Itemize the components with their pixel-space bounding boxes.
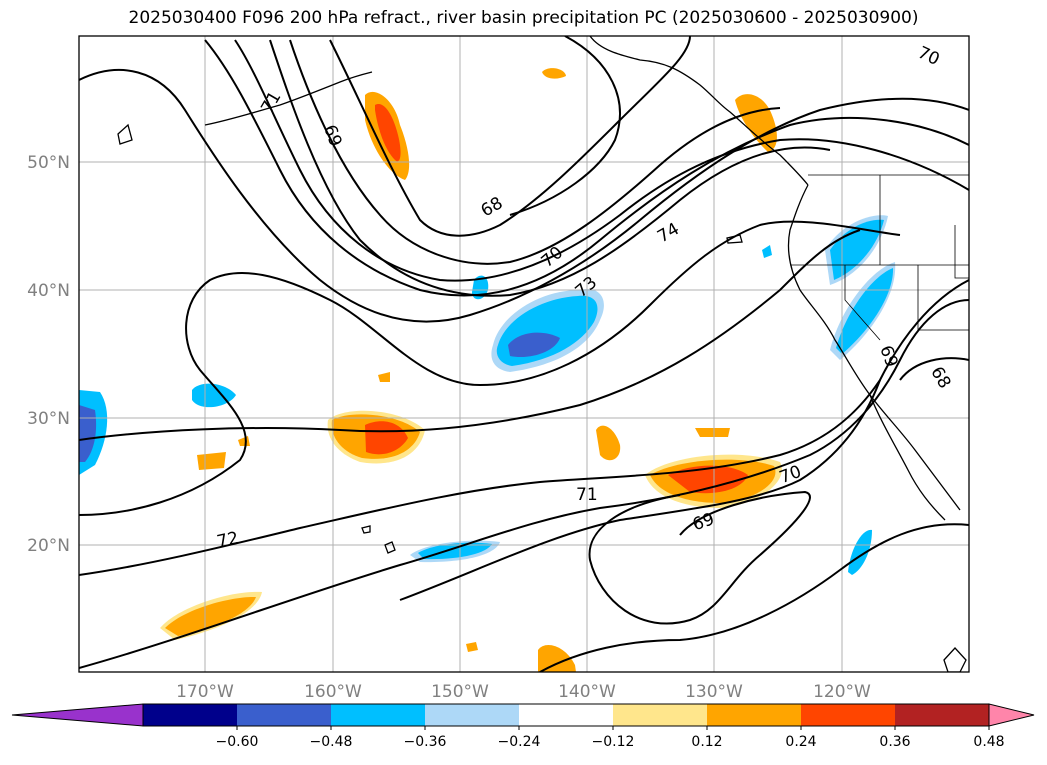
island [943,647,967,672]
baja-california [869,394,946,521]
pos-anomaly-small [238,436,250,446]
pos-anomaly-subtropical-core [365,421,408,455]
lon-label-160w: 160°W [304,682,362,702]
state-border [954,225,969,279]
contour-line [79,69,969,323]
contour-line [509,36,621,216]
colorbar-tick-label: −0.60 [216,734,259,750]
pos-anomaly-small [695,428,730,437]
colorbar-tick-label: 0.48 [973,734,1004,750]
colorbar-tick-label: −0.48 [310,734,353,750]
lat-label-40n: 40°N [27,281,70,301]
island [117,123,133,145]
state-border [844,265,881,341]
colorbar: −0.60 −0.48 −0.36 −0.24 −0.12 0.12 0.24 0.36 0.4… [11,703,1035,750]
contour-label: 71 [576,485,598,505]
colorbar-segment [613,704,707,726]
contour-line [539,523,969,672]
lat-labels: 50°N 40°N 30°N 20°N [27,153,70,556]
colorbar-segment [331,704,425,726]
pos-anomaly-gulf-alaska-core [375,104,401,162]
hawaii-island [384,541,396,554]
contour-line [269,39,831,297]
pos-anomaly-south [538,645,576,672]
colorbar-segment [143,704,237,726]
neg-anomaly-small [192,383,236,408]
lat-label-30n: 30°N [27,409,70,429]
colorbar-segment [895,704,989,726]
pos-anomaly-small [378,372,390,382]
colorbar-tick-label: 0.24 [785,734,816,750]
hawaii-island [361,525,371,534]
map-title: 2025030400 F096 200 hPa refract., river … [128,8,919,28]
neg-anomaly-hawaii [418,542,492,560]
colorbar-segment [707,704,801,726]
contour-line [899,357,969,381]
contour-line [289,39,781,265]
west-coast [787,184,961,511]
colorbar-tick-label: −0.24 [498,734,541,750]
colorbar-tick-label: −0.36 [404,734,447,750]
lon-label-130w: 130°W [685,682,743,702]
contour-label: 72 [215,528,240,552]
shaded-anomalies [79,215,896,575]
colorbar-segment [801,704,895,726]
contour-line [79,229,861,441]
contour-line [234,39,969,282]
pos-anomaly-small [542,68,566,79]
neg-anomaly-small [762,245,772,258]
contour-line [329,36,691,237]
positive-anomalies [160,68,782,672]
pos-anomaly-small [197,452,226,470]
colorbar-tick-label: 0.36 [879,734,910,750]
lat-label-50n: 50°N [27,153,70,173]
colorbar-segment [519,704,613,726]
colorbar-segment [237,704,331,726]
lon-label-140w: 140°W [558,682,616,702]
colorbar-outline [142,703,990,727]
contour-line [204,39,969,297]
lon-label-120w: 120°W [813,682,871,702]
pos-anomaly-southwest [165,596,256,636]
pos-anomaly-small [596,425,621,461]
contour-line [79,299,969,669]
coastlines [117,36,967,672]
contour-line [79,279,969,576]
neg-anomaly-small [848,529,872,575]
lon-label-170w: 170°W [176,682,234,702]
contour-lines [79,36,969,672]
neg-anomaly-west-core [79,405,97,462]
contour-line [588,490,811,625]
colorbar-extend-min [11,703,144,727]
lon-labels: 170°W 160°W 150°W 140°W 130°W 120°W [176,682,871,702]
pos-anomaly-east-core [668,465,748,494]
alaska-coastline [589,36,809,186]
pos-anomaly-small [466,642,478,652]
colorbar-extend-max [988,703,1035,727]
colorbar-tick-label: 0.12 [691,734,722,750]
neg-anomaly-core [508,332,560,358]
lon-label-150w: 150°W [431,682,489,702]
colorbar-segment [425,704,519,726]
map-frame [78,35,970,673]
lat-label-20n: 20°N [27,536,70,556]
colorbar-tick-label: −0.12 [592,734,635,750]
contour-line [79,220,901,516]
contour-line [399,379,881,601]
aleutian-islands [204,71,373,126]
